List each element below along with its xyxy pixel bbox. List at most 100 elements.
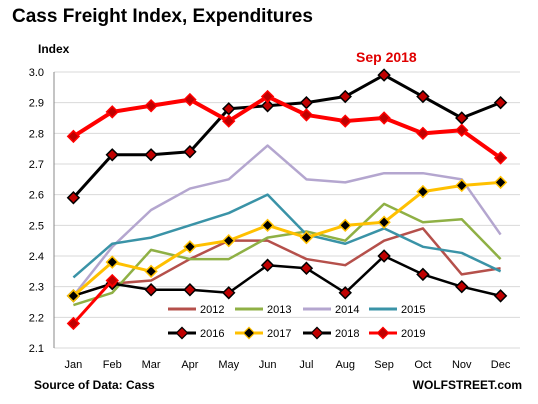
x-tick-label: Apr	[181, 359, 198, 371]
point-marker	[299, 95, 314, 110]
legend-item-2019: 2019	[369, 326, 425, 340]
legend-item-2014: 2014	[303, 304, 359, 316]
point-marker	[338, 286, 352, 300]
legend-marker	[242, 326, 256, 340]
x-tick-label: Nov	[452, 359, 472, 371]
point-marker	[377, 215, 391, 229]
series-2014	[72, 144, 502, 297]
series-line-2018-red	[72, 94, 502, 160]
series-lines	[66, 68, 508, 331]
legend-item-2018: 2018	[303, 326, 359, 340]
series-2016	[66, 249, 508, 303]
x-tick-label: Sep	[374, 359, 394, 371]
x-tick-label: May	[218, 359, 239, 371]
point-marker	[222, 114, 236, 128]
legend-label: 2017	[267, 328, 291, 340]
point-marker	[416, 267, 430, 282]
legend-item-2012: 2012	[168, 304, 224, 316]
legend-label: 2012	[200, 304, 224, 316]
point-marker	[338, 114, 352, 128]
point-marker	[66, 289, 81, 303]
legend-item-2013: 2013	[235, 304, 291, 316]
point-marker	[299, 230, 314, 245]
point-marker	[105, 148, 119, 162]
point-marker	[455, 123, 469, 137]
x-tick-label: Dec	[491, 359, 511, 371]
series-line-2018	[72, 73, 502, 199]
point-marker	[66, 191, 81, 205]
y-tick-label: 2.1	[29, 343, 44, 355]
series-2015	[72, 193, 502, 279]
point-marker	[105, 273, 119, 288]
series-2019	[66, 273, 119, 331]
axes: 2.1 2.2 2.3 2.4 2.5 2.6 2.7 2.8 2.9 3.0 Jan Feb Mar A…	[29, 67, 511, 371]
y-axis-label: Index	[38, 42, 70, 56]
point-marker	[144, 99, 158, 113]
legend: 2012 2013 2014 2015 2016 2017 2018 2019	[168, 304, 425, 340]
x-tick-label: Mar	[142, 359, 161, 371]
point-marker	[66, 129, 81, 144]
series-line-2019	[72, 279, 114, 325]
point-marker	[144, 283, 158, 297]
legend-label: 2016	[200, 328, 224, 340]
point-marker	[377, 68, 391, 82]
x-tick-label: Feb	[103, 359, 122, 371]
series-2013	[73, 202, 502, 307]
point-marker	[260, 258, 275, 272]
y-tick-label: 2.3	[29, 282, 44, 294]
y-tick-label: 2.4	[29, 251, 44, 263]
point-marker	[260, 218, 275, 233]
point-marker	[299, 261, 314, 275]
point-marker	[144, 264, 158, 279]
series-2018-red	[66, 89, 508, 165]
point-marker	[183, 240, 197, 254]
legend-marker	[175, 326, 189, 340]
point-marker	[493, 175, 508, 190]
point-marker	[260, 89, 275, 104]
point-marker	[183, 92, 197, 107]
x-tick-label: Aug	[335, 359, 355, 371]
series-line-2012	[73, 227, 501, 298]
point-marker	[455, 279, 469, 294]
x-tick-label: Oct	[414, 359, 431, 371]
legend-label: 2019	[401, 328, 425, 340]
point-marker	[222, 233, 236, 248]
point-marker	[222, 102, 236, 116]
annotation-sep-2018: Sep 2018	[356, 49, 417, 65]
y-tick-label: 2.5	[29, 220, 44, 232]
point-marker	[377, 249, 391, 263]
point-marker	[105, 105, 119, 119]
point-marker	[493, 151, 508, 165]
legend-item-2015: 2015	[369, 304, 425, 316]
y-tick-label: 2.9	[29, 98, 44, 110]
y-tick-label: 2.2	[29, 312, 44, 324]
point-marker	[260, 99, 275, 113]
legend-marker	[310, 326, 324, 340]
x-tick-label: Jul	[299, 359, 313, 371]
series-line-2017	[72, 180, 501, 297]
series-line-2013	[73, 202, 502, 307]
series-line-2015	[72, 193, 502, 279]
y-tick-label: 3.0	[29, 67, 44, 79]
y-tick-label: 2.7	[29, 159, 44, 171]
point-marker	[416, 184, 430, 199]
y-tick-label: 2.6	[29, 190, 44, 202]
point-marker	[183, 145, 197, 159]
point-marker	[338, 218, 352, 233]
point-marker	[416, 126, 430, 141]
point-marker	[416, 89, 430, 104]
point-marker	[493, 95, 508, 110]
point-marker	[493, 289, 508, 303]
point-marker	[377, 111, 391, 125]
y-tick-label: 2.8	[29, 128, 44, 140]
point-marker	[338, 89, 352, 104]
series-2012	[73, 227, 501, 298]
legend-label: 2014	[335, 304, 359, 316]
legend-label: 2013	[267, 304, 291, 316]
point-marker	[455, 111, 469, 125]
legend-item-2016: 2016	[168, 326, 224, 340]
x-tick-label: Jun	[259, 359, 277, 371]
series-2017	[66, 175, 508, 303]
series-2018	[66, 68, 508, 205]
